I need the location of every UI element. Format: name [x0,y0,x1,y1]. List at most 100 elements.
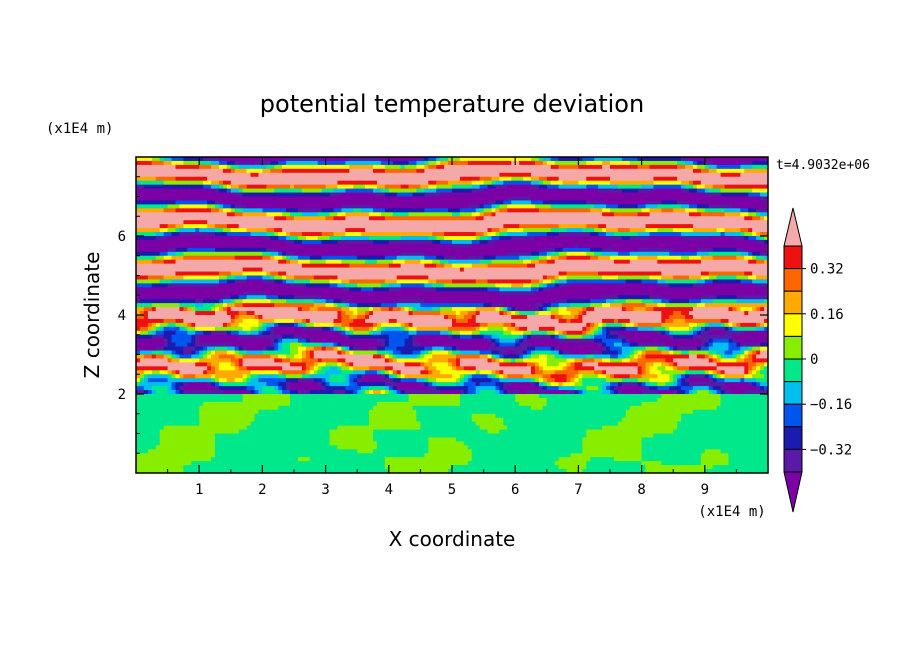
field-cell [203,216,208,221]
field-cell [436,236,441,241]
field-cell [562,267,567,272]
field-cell [222,228,228,233]
field-cell [515,224,520,229]
field-cell [752,263,757,268]
field-cell [440,200,445,205]
field-cell [685,216,690,221]
field-cell [448,200,453,205]
field-cell [602,168,607,174]
field-cell [613,164,619,170]
field-cell [692,204,698,209]
field-cell [566,224,571,229]
field-cell [286,160,291,166]
field-cell [151,267,157,272]
field-cell [487,168,492,174]
field-cell [203,168,208,174]
field-cell [534,224,540,229]
field-cell [171,259,176,265]
field-cell [258,247,263,253]
field-cell [673,232,678,237]
field-cell [724,196,729,201]
field-cell [499,224,504,229]
field-cell [317,180,323,186]
field-cell [499,180,504,186]
field-cell [452,251,457,257]
field-cell [155,192,161,197]
field-cell [380,216,386,221]
field-cell [653,164,658,170]
field-cell [649,160,654,166]
field-cell [294,251,299,257]
field-cell [574,263,579,268]
field-cell [345,263,350,268]
field-cell [657,243,662,249]
field-cell [633,263,639,268]
field-cell [720,259,725,265]
field-cell [337,192,342,197]
field-cell [720,208,725,213]
field-cell [649,192,654,197]
field-cell [562,259,567,265]
field-cell [641,232,646,237]
field-cell [673,180,678,186]
field-cell [748,224,753,229]
field-cell [724,239,729,245]
field-cell [534,212,540,217]
field-cell [416,263,421,268]
field-cell [258,239,263,245]
field-cell [238,220,244,225]
field-cell [436,176,441,182]
field-cell [570,232,575,237]
field-cell [246,259,251,265]
field-cell [724,208,729,213]
field-cell [392,168,398,174]
field-cell [534,172,540,178]
field-cell [254,180,259,186]
field-cell [598,184,603,189]
field-cell [704,188,710,193]
field-cell [207,157,212,162]
field-cell [617,275,623,280]
field-cell [155,168,161,174]
field-cell [459,176,465,182]
field-cell [550,212,556,217]
field-cell [708,255,714,261]
field-cell [278,228,283,233]
field-cell [408,236,413,241]
field-cell [570,247,575,253]
field-cell [621,180,627,186]
field-cell [590,236,595,241]
field-cell [613,251,619,257]
field-cell [290,164,295,170]
field-cell [764,172,768,178]
field-cell [744,212,749,217]
field-cell [760,172,765,178]
field-cell [147,243,153,249]
field-cell [187,192,192,197]
field-cell [610,232,615,237]
field-cell [467,220,473,225]
field-cell [278,212,283,217]
field-cell [511,200,516,205]
field-cell [388,232,394,237]
field-cell [294,184,299,189]
field-cell [286,267,291,272]
field-cell [218,271,224,276]
field-cell [376,236,382,241]
field-cell [254,220,259,225]
field-cell [376,275,382,280]
field-cell [436,216,441,221]
field-cell [179,200,184,205]
field-cell [475,204,481,209]
field-cell [230,184,236,189]
field-cell [531,164,536,170]
field-cell [657,157,662,162]
field-cell [542,172,548,178]
field-cell [337,224,342,229]
field-cell [503,275,508,280]
field-cell [558,275,563,280]
field-cell [732,263,737,268]
field-cell [384,239,390,245]
field-cell [700,267,706,272]
field-cell [696,208,702,213]
